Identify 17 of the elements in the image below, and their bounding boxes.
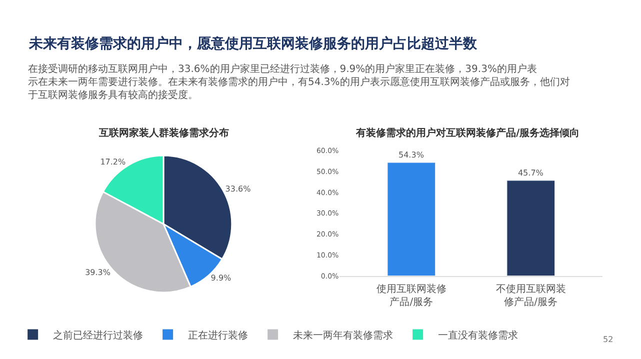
legend-label: 之前已经进行过装修 <box>52 329 143 342</box>
data-label: 39.3% <box>85 268 111 277</box>
legend-label: 未来一两年有装修需求 <box>292 329 393 342</box>
x-tick-label: 使用互联网装修产品/服务 <box>376 282 446 308</box>
text: 在接受调研的移动互联网用户中，33.6%的用户家里已经进行过装修，9.9%的用户家里正在装修，39.3%的用户表示在未来一两年需要进行装修。在未来有装修需求的用户中，有54.3%的用户表示愿意使用互联网装修产品或服务，他们对于互联网装修服务具有较高的接受度。 <box>28 63 570 101</box>
data-label: 9.9% <box>210 274 232 283</box>
data-label: 17.2% <box>100 157 126 166</box>
data-label: 54.3% <box>398 150 424 160</box>
x-tick-label: 不使用互联网装修产品/服务 <box>496 282 566 308</box>
chart-title: 有装修需求的用户对互联网装修产品/服务选择倾向 <box>355 127 580 139</box>
data-label: 45.7% <box>518 168 544 178</box>
text: 52 <box>603 335 614 344</box>
data-label: 33.6% <box>225 184 252 194</box>
chart-title: 互联网家装人群装修需求分布 <box>98 127 229 139</box>
legend-label: 一直没有装修需求 <box>438 329 518 342</box>
text: 未来有装修需求的用户中，愿意使用互联网装修服务的用户占比超过半数 <box>28 35 478 52</box>
legend-label: 正在进行装修 <box>188 329 248 342</box>
